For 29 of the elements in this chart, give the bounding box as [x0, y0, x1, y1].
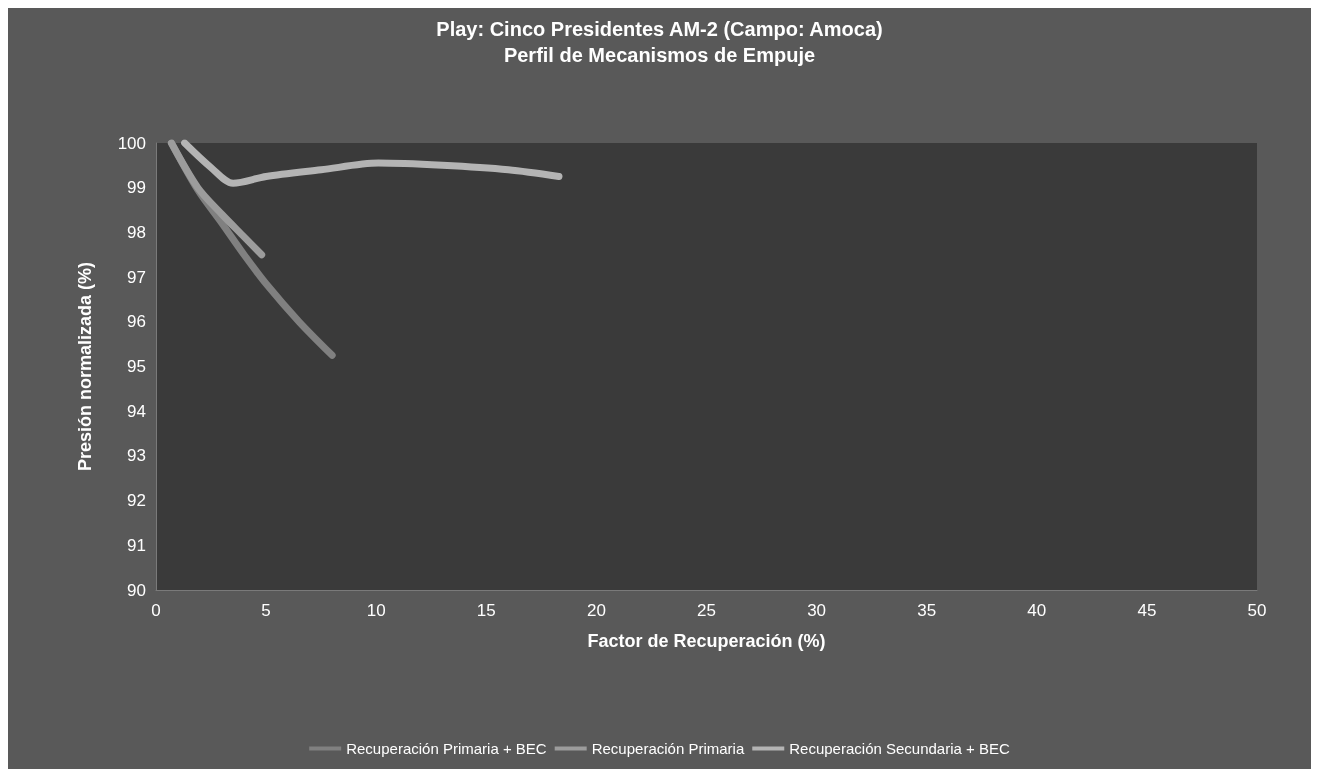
y-tick-label: 95	[127, 357, 146, 376]
y-tick-label: 98	[127, 222, 146, 242]
y-axis-title: Presión normalizada (%)	[75, 261, 95, 472]
y-tick-label: 90	[127, 580, 146, 600]
x-tick-label: 15	[476, 601, 496, 620]
x-tick-label: 35	[917, 601, 937, 620]
legend-label: Recuperación Primaria + BEC	[346, 740, 547, 757]
chart-subtitle: Perfil de Mecanismos de Empuje	[503, 44, 816, 66]
x-tick-label: 20	[586, 601, 606, 620]
x-tick-label: 10	[366, 601, 386, 620]
x-tick-label: 30	[807, 601, 827, 620]
y-tick-label: 96	[127, 312, 146, 332]
x-tick-label: 5	[261, 601, 271, 620]
y-tick-label: 91	[127, 535, 146, 555]
x-tick-label: 40	[1027, 601, 1047, 620]
y-tick-label: 94	[127, 401, 146, 421]
legend-label: Recuperación Primaria	[591, 740, 745, 757]
y-tick-label: 100	[117, 133, 146, 153]
legend-label: Recuperación Secundaria + BEC	[789, 740, 1010, 757]
y-tick-label: 99	[127, 178, 146, 198]
x-tick-label: 45	[1137, 601, 1157, 620]
x-tick-label: 25	[697, 601, 716, 620]
x-axis-title: Factor de Recuperación (%)	[587, 631, 826, 651]
y-tick-label: 97	[127, 267, 146, 287]
y-tick-label: 92	[127, 491, 146, 511]
x-tick-label: 50	[1247, 601, 1267, 620]
x-tick-label: 0	[151, 601, 161, 620]
chart-title: Play: Cinco Presidentes AM-2 (Campo: Amoca)	[436, 18, 883, 40]
y-tick-label: 93	[127, 446, 146, 466]
